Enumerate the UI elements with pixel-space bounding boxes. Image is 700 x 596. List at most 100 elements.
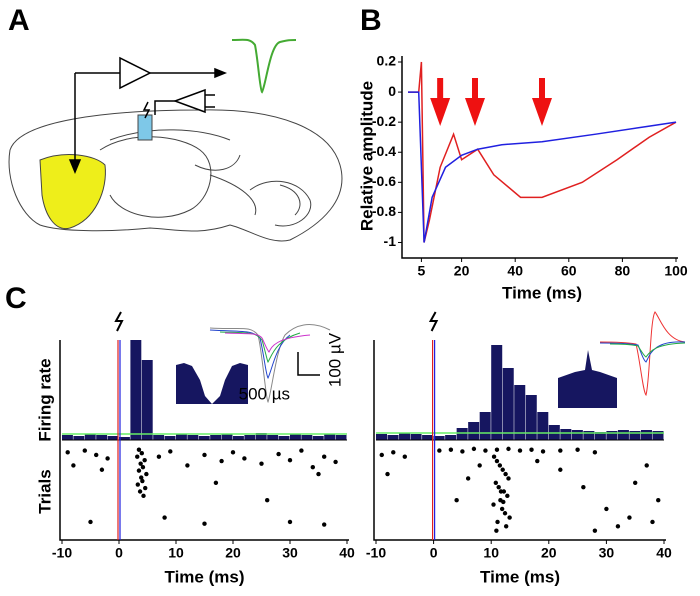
spike — [627, 515, 632, 520]
spike — [65, 450, 70, 455]
hist-bar — [433, 436, 445, 440]
spike — [656, 498, 661, 503]
scale-label: 100 µV — [325, 332, 344, 387]
hist-bar — [267, 435, 279, 440]
hist-bar — [164, 436, 176, 440]
panel-label: A — [8, 4, 30, 37]
axis — [373, 340, 666, 541]
arrow — [465, 78, 485, 126]
x-tick-label: 20 — [541, 545, 557, 561]
spike — [592, 528, 598, 533]
hist-bar — [445, 435, 457, 440]
hist-bar — [335, 435, 347, 440]
spike — [503, 524, 509, 529]
arrow — [430, 78, 451, 126]
spike — [135, 454, 140, 459]
spike — [276, 451, 281, 457]
spike — [138, 461, 143, 466]
x-tick-label: 20 — [225, 545, 241, 561]
spike — [505, 493, 510, 499]
arrow — [532, 78, 552, 126]
spike — [650, 519, 655, 525]
spike — [502, 511, 508, 516]
hist-bar — [141, 360, 153, 440]
spike — [213, 480, 219, 485]
spike — [633, 480, 638, 485]
stim-icon — [114, 311, 124, 332]
y-tick-label: -0.4 — [372, 143, 396, 159]
spike — [500, 467, 505, 472]
panel-label: C — [5, 282, 27, 315]
spike — [139, 475, 144, 480]
inset — [176, 311, 686, 408]
spike — [142, 457, 147, 463]
hist-bar — [387, 435, 399, 440]
hist-bar — [560, 429, 572, 440]
spike — [575, 447, 580, 452]
spike — [491, 502, 496, 507]
hist-bar — [514, 385, 526, 440]
spike — [143, 485, 148, 491]
hist-bar — [153, 435, 165, 440]
spike — [497, 463, 503, 468]
x-tick-label: 0 — [115, 545, 123, 561]
spike — [136, 447, 142, 452]
hist-bar — [290, 434, 301, 440]
spike — [185, 463, 190, 468]
spike — [379, 452, 384, 458]
line — [408, 91, 677, 243]
spike — [558, 467, 563, 472]
spike — [265, 498, 270, 503]
y-tick-label: -0.8 — [372, 203, 396, 219]
hist-bar — [399, 433, 411, 440]
spike — [494, 447, 500, 452]
y-tick-label: -0.2 — [372, 113, 396, 129]
spike — [144, 471, 149, 477]
hist-bar — [244, 435, 256, 440]
x-tick-label: 80 — [615, 263, 631, 279]
hist-bar — [479, 412, 491, 440]
spike — [496, 484, 501, 490]
hist-bar — [198, 436, 210, 440]
hist-bar — [629, 431, 641, 440]
amplifier — [68, 56, 228, 174]
spike — [162, 515, 167, 520]
hist-bar — [571, 430, 583, 440]
x-tick-label: 5 — [418, 263, 426, 279]
spike — [604, 506, 609, 512]
spike — [540, 449, 546, 454]
spike — [517, 448, 523, 453]
spike — [168, 449, 173, 454]
x-tick-label: 60 — [561, 263, 577, 279]
x-tick-label: 20 — [454, 263, 470, 279]
spike — [316, 471, 321, 477]
spike — [99, 467, 105, 472]
target-region — [39, 154, 106, 230]
stim-icon — [142, 101, 151, 119]
spike — [136, 468, 142, 473]
spike — [581, 484, 586, 490]
spike — [499, 506, 505, 512]
hist-bar — [73, 436, 85, 440]
spike — [402, 454, 407, 459]
spike — [460, 449, 465, 454]
spike — [230, 450, 236, 455]
hist-bar — [410, 434, 422, 440]
hist-bar — [456, 428, 468, 440]
spike — [483, 448, 488, 453]
x-tick-label: 30 — [599, 545, 615, 561]
spike — [140, 464, 146, 470]
spike — [333, 459, 338, 465]
spike — [94, 452, 99, 458]
spike — [385, 471, 390, 477]
hist-bar — [468, 422, 480, 440]
hist-bar — [96, 435, 108, 440]
hist-bar — [312, 436, 324, 440]
hist-bar — [233, 436, 244, 440]
spike — [140, 478, 145, 484]
x-tick-label: 40 — [656, 545, 672, 561]
y-tick-label: 0.2 — [377, 53, 397, 69]
y-tick-label: 0 — [388, 83, 396, 99]
spike — [141, 493, 146, 499]
spike — [88, 519, 93, 525]
